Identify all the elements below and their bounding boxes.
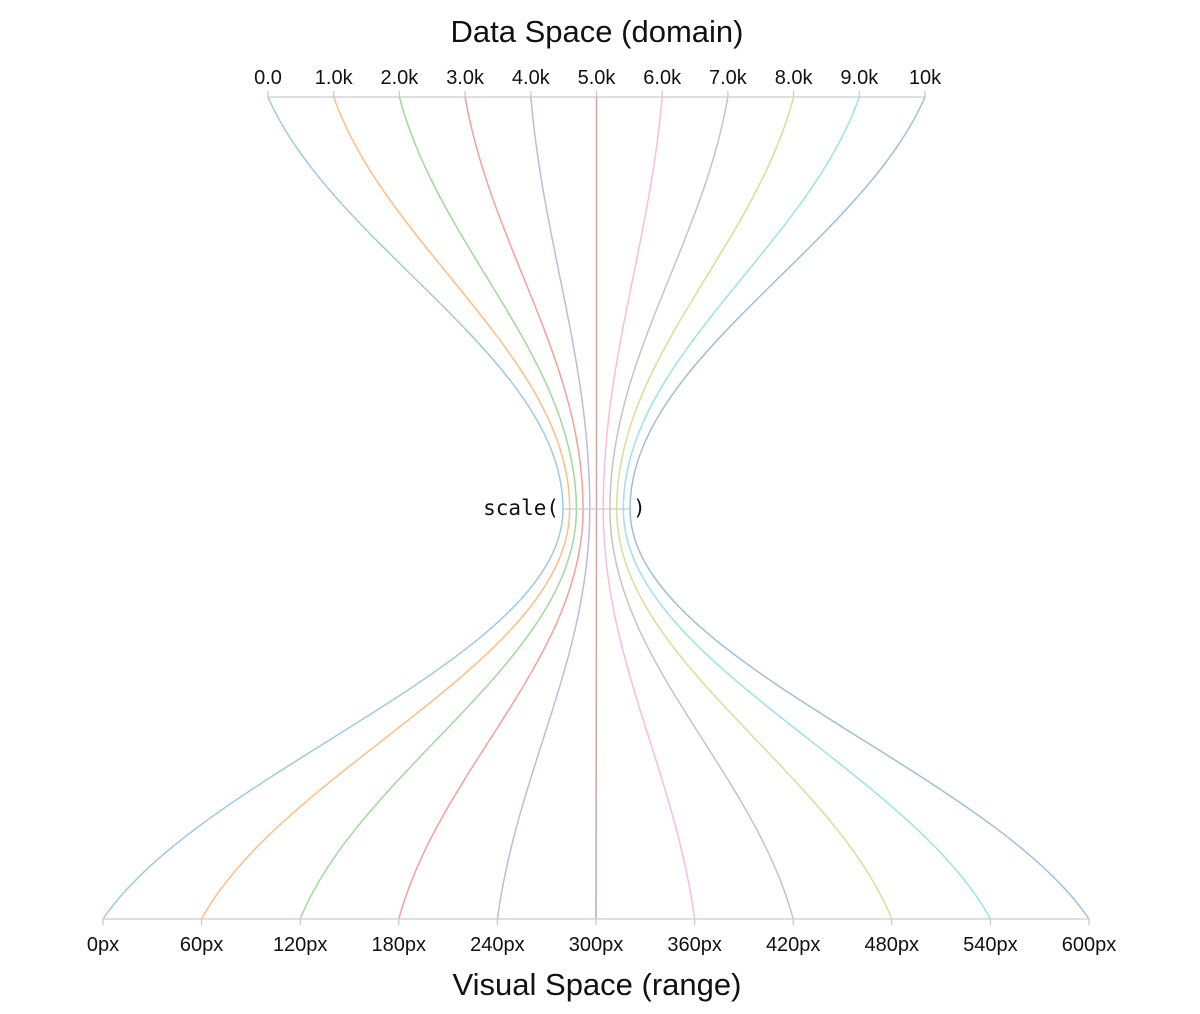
- domain-tick-label: 6.0k: [643, 67, 682, 89]
- scale-function: scale( ): [483, 496, 646, 520]
- range-title: Visual Space (range): [453, 967, 742, 1002]
- mapping-curve: [622, 96, 992, 920]
- range-tick-label: 420px: [766, 934, 821, 956]
- mapping-curve: [102, 96, 564, 920]
- domain-tick-label: 1.0k: [315, 67, 354, 89]
- range-tick-label: 180px: [372, 934, 427, 956]
- range-tick-label: 360px: [667, 934, 722, 956]
- range-tick-label: 300px: [569, 934, 624, 956]
- domain-tick-label: 3.0k: [446, 67, 485, 89]
- range-tick-label: 600px: [1062, 934, 1117, 956]
- range-ticks: 0px 60px 120px 180px 240px 300px 360px 420px 480…: [87, 919, 1116, 956]
- domain-tick-label: 2.0k: [380, 67, 419, 89]
- mapping-curves: [102, 96, 1090, 920]
- domain-tick-label: 9.0k: [840, 67, 879, 89]
- range-tick-label: 60px: [180, 934, 223, 956]
- range-tick-label: 0px: [87, 934, 119, 956]
- domain-tick-label: 7.0k: [709, 67, 748, 89]
- range-tick-label: 240px: [470, 934, 525, 956]
- range-axis: 0px 60px 120px 180px 240px 300px 360px 420px 480…: [87, 918, 1116, 956]
- domain-tick-label: 0.0: [254, 67, 282, 89]
- domain-axis: 0.0 1.0k 2.0k 3.0k 4.0k 5.0k 6.0k 7.0k 8.0k 9.0k 1…: [254, 67, 942, 98]
- mapping-curve: [595, 97, 598, 920]
- domain-tick-label: 10k: [909, 67, 942, 89]
- domain-tick-label: 8.0k: [775, 67, 814, 89]
- domain-ticks: 0.0 1.0k 2.0k 3.0k 4.0k 5.0k 6.0k 7.0k 8.0k 9.0k 1…: [254, 67, 942, 97]
- mapping-curve: [629, 96, 1090, 920]
- range-tick-label: 480px: [865, 934, 920, 956]
- mapping-curve: [200, 96, 571, 920]
- domain-tick-label: 5.0k: [578, 67, 617, 89]
- scale-close-label: ): [633, 496, 646, 520]
- domain-tick-label: 4.0k: [512, 67, 551, 89]
- domain-title: Data Space (domain): [451, 14, 744, 49]
- mapping-curve: [615, 96, 893, 920]
- range-tick-label: 120px: [273, 934, 328, 956]
- scale-open-label: scale(: [483, 496, 559, 520]
- range-tick-label: 540px: [963, 934, 1018, 956]
